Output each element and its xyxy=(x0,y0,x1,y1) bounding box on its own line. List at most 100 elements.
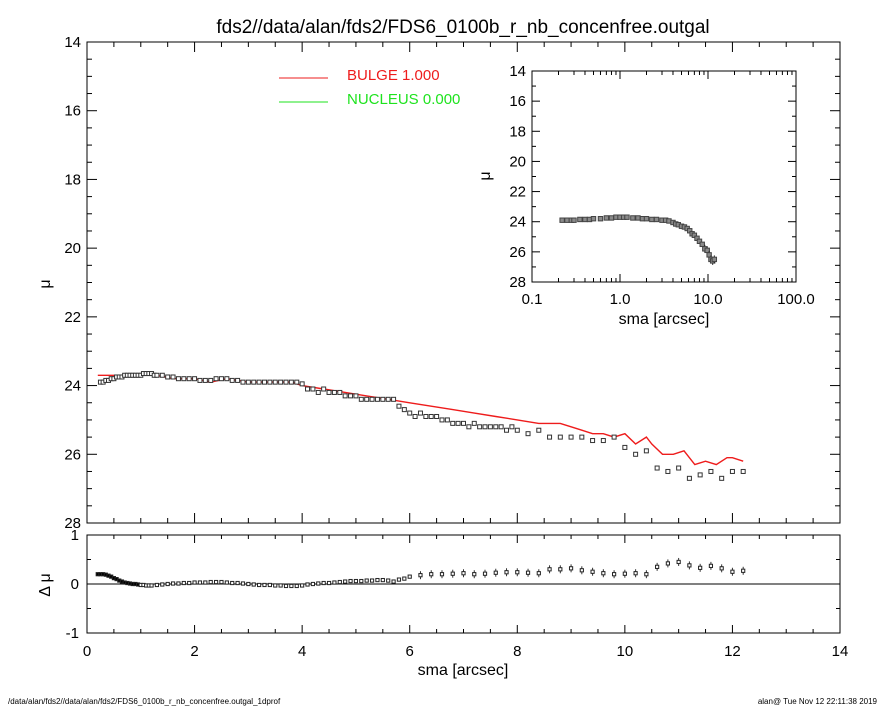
residual-point xyxy=(644,572,649,577)
inset-y-tick-label: 22 xyxy=(509,184,526,201)
residual-point xyxy=(353,578,359,584)
legend-label-nucleus: NUCLEUS 0.000 xyxy=(347,91,460,108)
residual-point xyxy=(504,570,509,575)
residual-point xyxy=(536,571,541,576)
data-point xyxy=(364,396,370,402)
inset-data-point xyxy=(649,216,655,223)
data-point xyxy=(283,379,289,385)
residual-point xyxy=(187,580,192,586)
data-point xyxy=(331,389,337,395)
data-point xyxy=(208,377,214,383)
residual-point xyxy=(294,583,299,589)
data-point xyxy=(202,377,208,383)
data-point xyxy=(321,386,327,392)
residual-point xyxy=(262,582,267,588)
data-point xyxy=(579,434,585,440)
inset-x-tick-label: 10.0 xyxy=(693,291,722,308)
data-point xyxy=(493,424,499,430)
data-point xyxy=(256,379,262,385)
inset-data-point xyxy=(635,215,641,221)
residual-point xyxy=(197,580,203,585)
inset-data-point xyxy=(711,256,718,263)
residual-point xyxy=(359,578,364,584)
data-point xyxy=(407,410,413,416)
residual-point xyxy=(224,580,229,585)
residual-point xyxy=(332,580,337,585)
data-point xyxy=(251,379,257,385)
data-point xyxy=(568,434,574,440)
residual-point xyxy=(267,582,272,588)
data-point xyxy=(401,407,407,413)
inset-x-axis-label: sma [arcsec] xyxy=(619,311,710,328)
data-point xyxy=(547,434,553,440)
x-tick-label: 10 xyxy=(617,643,634,660)
inset-data-point xyxy=(643,216,650,222)
residual-point xyxy=(493,570,498,575)
data-point xyxy=(272,379,278,385)
data-point xyxy=(310,386,316,392)
residual-y-tick-label: -1 xyxy=(66,625,79,642)
inset-y-tick-label: 16 xyxy=(509,93,526,110)
residual-point xyxy=(251,582,256,587)
x-tick-label: 8 xyxy=(513,643,521,660)
residual-point xyxy=(525,570,531,575)
data-point xyxy=(154,372,160,378)
inset-data-point xyxy=(603,215,610,221)
inset-data-point xyxy=(564,217,570,223)
residual-point xyxy=(687,563,692,568)
data-point xyxy=(600,438,606,444)
data-point xyxy=(611,434,617,440)
data-point xyxy=(358,396,364,402)
residual-point xyxy=(364,578,369,583)
main-y-tick-label: 14 xyxy=(64,34,81,51)
data-point xyxy=(229,377,235,383)
residual-point xyxy=(396,577,402,582)
data-point xyxy=(487,424,493,430)
inset-y-tick-label: 14 xyxy=(509,63,526,80)
residual-point xyxy=(154,582,160,588)
data-point xyxy=(278,379,284,385)
data-point xyxy=(159,372,165,378)
x-axis-label: sma [arcsec] xyxy=(418,662,509,679)
main-y-tick-label: 28 xyxy=(64,515,81,532)
residual-point xyxy=(176,581,181,586)
data-point xyxy=(192,376,198,382)
residual-point xyxy=(219,579,224,585)
residual-point xyxy=(337,579,342,585)
data-point xyxy=(267,379,273,385)
data-point xyxy=(175,376,181,382)
residual-point xyxy=(391,579,396,584)
data-point xyxy=(622,444,628,450)
residual-point xyxy=(257,582,262,588)
data-point xyxy=(235,377,241,383)
data-point xyxy=(353,393,359,399)
inset-y-tick-label: 24 xyxy=(509,214,526,231)
x-tick-label: 4 xyxy=(298,643,306,660)
data-point xyxy=(450,420,456,426)
residual-point xyxy=(240,581,246,586)
inset-data-point xyxy=(696,238,703,245)
residual-point xyxy=(149,583,154,588)
inset-data-point xyxy=(559,217,565,223)
footer-file-path: /data/alan/fds2//data/alan/fds2/FDS6_010… xyxy=(8,697,281,706)
x-tick-label: 6 xyxy=(406,643,414,660)
data-point xyxy=(686,475,692,481)
data-point xyxy=(444,417,450,423)
inset-x-tick-label: 100.0 xyxy=(777,291,815,308)
inset-data-point xyxy=(590,216,597,222)
residual-point xyxy=(326,580,332,586)
residual-point xyxy=(305,582,310,587)
residual-point xyxy=(160,582,165,587)
data-point xyxy=(396,403,402,409)
data-point xyxy=(477,424,483,430)
data-point xyxy=(224,376,230,382)
residual-y-tick-label: 1 xyxy=(71,527,79,544)
residual-point xyxy=(730,569,735,574)
inset-data-point xyxy=(630,215,636,221)
data-point xyxy=(536,427,542,433)
residual-point xyxy=(230,580,235,586)
x-tick-label: 0 xyxy=(83,643,91,660)
data-point xyxy=(240,379,246,385)
residual-point xyxy=(321,580,326,586)
inset-data-point xyxy=(582,216,588,223)
